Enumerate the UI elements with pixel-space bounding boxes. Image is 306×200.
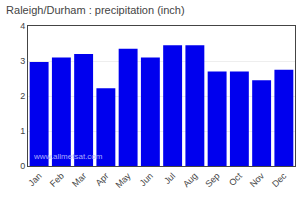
svg-text:1: 1	[20, 126, 25, 136]
svg-text:3: 3	[20, 56, 25, 66]
svg-text:0: 0	[20, 161, 25, 171]
svg-text:Sep: Sep	[203, 171, 221, 189]
svg-text:Jul: Jul	[162, 171, 177, 186]
svg-text:Oct: Oct	[227, 170, 244, 187]
svg-text:Apr: Apr	[93, 171, 110, 188]
svg-text:May: May	[114, 170, 133, 189]
svg-text:4: 4	[20, 21, 25, 31]
svg-text:Dec: Dec	[270, 170, 289, 189]
svg-text:Nov: Nov	[248, 170, 267, 189]
svg-text:Raleigh/Durham : precipitation: Raleigh/Durham : precipitation (inch)	[6, 4, 185, 16]
svg-text:2: 2	[20, 91, 25, 101]
svg-text:Mar: Mar	[70, 171, 88, 189]
svg-text:www.allmetsat.com: www.allmetsat.com	[33, 152, 103, 161]
svg-text:Jun: Jun	[138, 171, 155, 188]
svg-text:Feb: Feb	[48, 171, 66, 189]
svg-text:Jan: Jan	[26, 171, 43, 188]
svg-text:Aug: Aug	[181, 171, 199, 189]
